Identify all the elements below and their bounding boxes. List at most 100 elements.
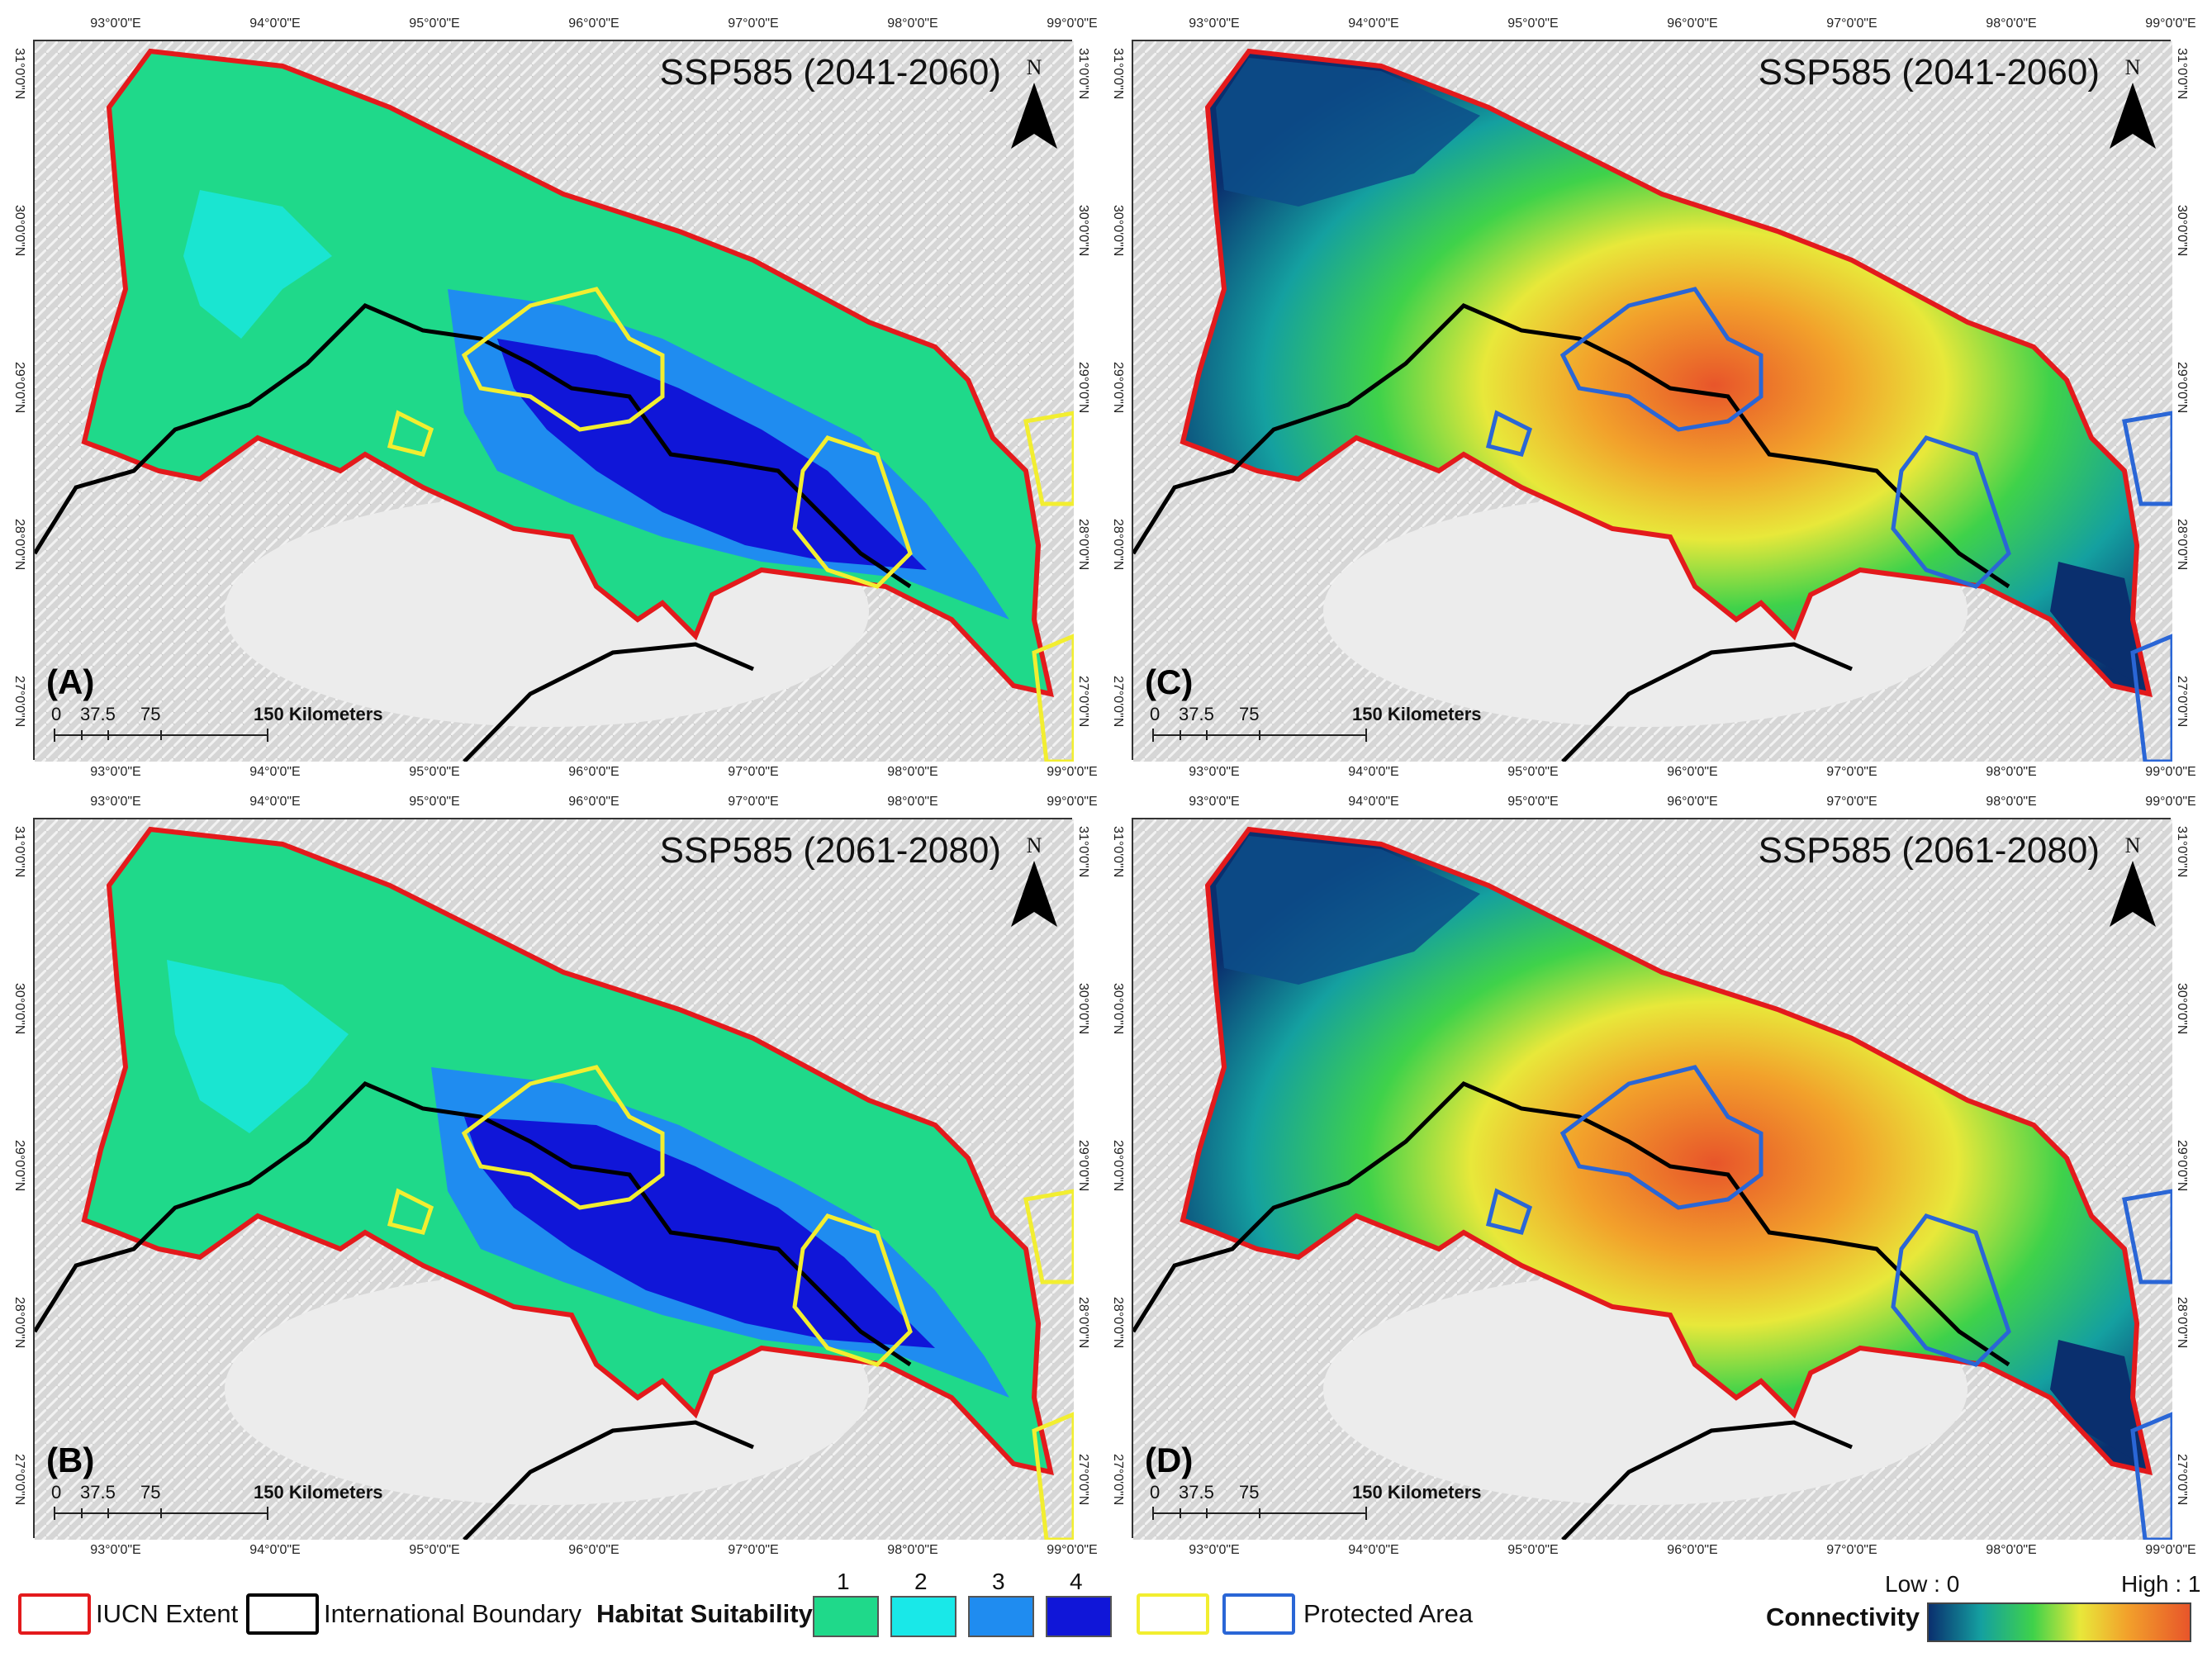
north-label: N: [2125, 833, 2141, 857]
scale-end-label: 150 Kilometers: [1352, 704, 1482, 724]
lon-tick-label: 93°0'0"E: [1189, 765, 1240, 779]
international-boundary: [35, 303, 912, 589]
lon-tick-label: 99°0'0"E: [2145, 17, 2196, 31]
international-boundary-label: International Boundary: [324, 1599, 581, 1628]
scale-bar: [54, 729, 268, 742]
protected-areas: [387, 1065, 1074, 1540]
scale-1: 37.5: [80, 704, 116, 724]
lat-tick-label: 30°0'0"N: [12, 983, 26, 1035]
iucn-extent-label: IUCN Extent: [96, 1599, 239, 1628]
lat-tick-label: 31°0'0"N: [1076, 826, 1090, 878]
scale-2: 75: [1239, 704, 1259, 724]
lon-tick-label: 96°0'0"E: [1667, 1543, 1718, 1557]
lon-tick-label: 96°0'0"E: [1667, 17, 1718, 31]
lon-tick-label: 95°0'0"E: [1507, 1543, 1559, 1557]
suitability-class-2: [167, 960, 349, 1133]
scenario-title: SSP585 (2041-2060): [660, 52, 1001, 93]
protected-area-label: Protected Area: [1303, 1599, 1474, 1628]
low-connectivity-north: [1216, 58, 1480, 207]
connectivity-low-label: Low : 0: [1885, 1571, 1960, 1597]
suitability-class-3-swatch: [968, 1596, 1034, 1637]
north-label: N: [2125, 55, 2141, 79]
scale-1: 37.5: [1179, 1482, 1214, 1503]
lon-tick-label: 96°0'0"E: [1667, 795, 1718, 809]
lat-tick-label: 27°0'0"N: [12, 1454, 26, 1506]
lon-tick-label: 98°0'0"E: [1986, 795, 2037, 809]
scale-end-label: 150 Kilometers: [1352, 1482, 1482, 1503]
lat-tick-label: 30°0'0"N: [1076, 983, 1090, 1035]
suitability-class-4-swatch: [1046, 1596, 1112, 1637]
protected-area-blue-swatch: [1222, 1593, 1295, 1635]
international-boundary-south: [463, 642, 754, 762]
north-label: N: [1027, 833, 1042, 857]
international-boundary-south: [463, 1420, 754, 1540]
lon-tick-label: 97°0'0"E: [1826, 1543, 1877, 1557]
lon-tick-label: 93°0'0"E: [90, 17, 141, 31]
lat-tick-label: 27°0'0"N: [1111, 1454, 1125, 1506]
connectivity-colorbar: [1927, 1602, 2191, 1642]
lon-tick-label: 94°0'0"E: [249, 17, 301, 31]
lat-tick-label: 31°0'0"N: [12, 48, 26, 100]
connectivity-surface: [1183, 829, 2149, 1472]
habitat-suitability-title: Habitat Suitability: [596, 1599, 813, 1628]
panel-letter: (D): [1145, 1441, 1193, 1479]
lon-tick-label: 98°0'0"E: [887, 17, 938, 31]
lat-tick-label: 28°0'0"N: [1076, 1297, 1090, 1349]
lat-tick-label: 27°0'0"N: [12, 676, 26, 728]
lon-tick-label: 93°0'0"E: [1189, 17, 1240, 31]
lon-tick-label: 96°0'0"E: [568, 765, 619, 779]
map-c-svg: SSP585 (2041-2060) N (C) 0 37.5 75 150 K…: [1133, 41, 2172, 762]
lat-tick-label: 31°0'0"N: [2175, 826, 2189, 878]
lat-tick-label: 31°0'0"N: [2175, 48, 2189, 100]
lon-tick-label: 97°0'0"E: [728, 17, 779, 31]
north-arrow-icon: [2110, 861, 2156, 927]
lon-tick-label: 98°0'0"E: [887, 1543, 938, 1557]
lat-tick-label: 29°0'0"N: [1076, 362, 1090, 414]
lat-tick-label: 31°0'0"N: [1076, 48, 1090, 100]
lon-tick-label: 99°0'0"E: [2145, 795, 2196, 809]
lat-tick-label: 29°0'0"N: [2175, 1140, 2189, 1192]
lon-tick-label: 98°0'0"E: [1986, 765, 2037, 779]
scale-0: 0: [51, 704, 61, 724]
lon-tick-label: 95°0'0"E: [1507, 765, 1559, 779]
lat-tick-label: 29°0'0"N: [2175, 362, 2189, 414]
map-panel-d: SSP585 (2061-2080) N (D) 0 37.5 75 150 K…: [1132, 818, 2172, 1540]
lon-tick-label: 93°0'0"E: [90, 795, 141, 809]
lat-tick-label: 30°0'0"N: [2175, 205, 2189, 257]
lon-tick-label: 93°0'0"E: [1189, 1543, 1240, 1557]
lon-tick-label: 98°0'0"E: [887, 795, 938, 809]
iucn-extent-outline: [1180, 48, 2153, 697]
lon-tick-label: 98°0'0"E: [1986, 17, 2037, 31]
lon-tick-label: 99°0'0"E: [2145, 765, 2196, 779]
lon-tick-label: 95°0'0"E: [409, 1543, 460, 1557]
lon-tick-label: 95°0'0"E: [409, 795, 460, 809]
lon-tick-label: 95°0'0"E: [1507, 795, 1559, 809]
lat-tick-label: 28°0'0"N: [12, 519, 26, 571]
lon-tick-label: 94°0'0"E: [249, 765, 301, 779]
international-boundary-swatch: [246, 1593, 319, 1635]
lon-tick-label: 93°0'0"E: [90, 765, 141, 779]
scale-0: 0: [51, 1482, 61, 1503]
lon-tick-label: 96°0'0"E: [1667, 765, 1718, 779]
scale-end-label: 150 Kilometers: [254, 704, 383, 724]
protected-areas: [387, 287, 1074, 762]
north-arrow-icon: [2110, 83, 2156, 149]
north-arrow-icon: [1011, 83, 1057, 149]
lat-tick-label: 30°0'0"N: [1111, 983, 1125, 1035]
lon-tick-label: 97°0'0"E: [728, 1543, 779, 1557]
suitability-class-2: [183, 190, 332, 339]
lat-tick-label: 27°0'0"N: [1076, 676, 1090, 728]
suitability-class-2-swatch: [890, 1596, 956, 1637]
lon-tick-label: 95°0'0"E: [409, 17, 460, 31]
iucn-extent-swatch: [18, 1593, 91, 1635]
low-connectivity-core: [2050, 562, 2141, 686]
scale-1: 37.5: [80, 1482, 116, 1503]
lat-tick-label: 29°0'0"N: [1076, 1140, 1090, 1192]
lat-tick-label: 28°0'0"N: [2175, 519, 2189, 571]
scale-bar: [1152, 729, 1367, 742]
international-boundary-south: [1561, 642, 1853, 762]
map-panel-c: SSP585 (2041-2060) N (C) 0 37.5 75 150 K…: [1132, 40, 2172, 762]
lat-tick-label: 27°0'0"N: [1111, 676, 1125, 728]
lon-tick-label: 93°0'0"E: [90, 1543, 141, 1557]
scale-1: 37.5: [1179, 704, 1214, 724]
